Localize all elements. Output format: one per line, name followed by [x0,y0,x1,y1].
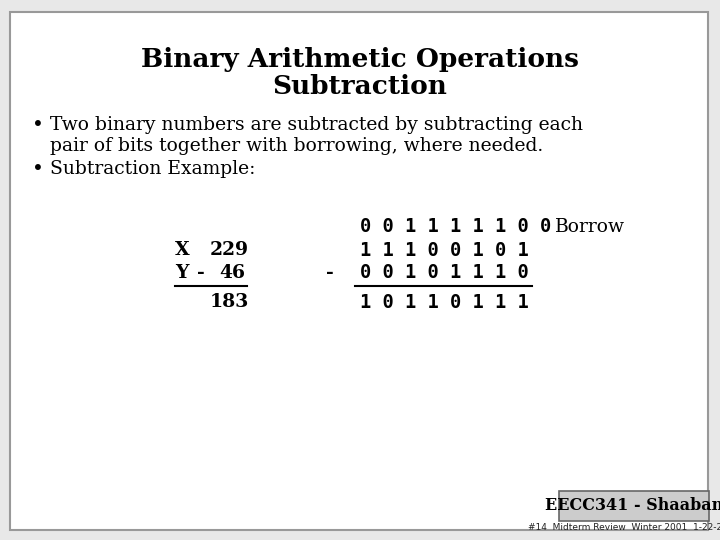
Text: •: • [32,159,44,179]
Text: Y: Y [175,264,189,282]
Text: 183: 183 [210,293,249,311]
FancyBboxPatch shape [559,491,709,521]
Text: #14  Midterm Review  Winter 2001  1-22-2002: #14 Midterm Review Winter 2001 1-22-2002 [528,523,720,532]
Text: Two binary numbers are subtracted by subtracting each: Two binary numbers are subtracted by sub… [50,116,583,134]
Text: Borrow: Borrow [555,218,625,236]
Text: 229: 229 [210,241,249,259]
Text: •: • [32,116,44,134]
FancyBboxPatch shape [10,12,708,530]
Text: 0 0 1 0 1 1 1 0: 0 0 1 0 1 1 1 0 [360,264,528,282]
Text: 1 0 1 1 0 1 1 1: 1 0 1 1 0 1 1 1 [360,293,528,312]
Text: -: - [197,264,204,282]
Text: X: X [175,241,190,259]
Text: Subtraction: Subtraction [273,75,447,99]
Text: EECC341 - Shaaban: EECC341 - Shaaban [545,497,720,515]
Text: pair of bits together with borrowing, where needed.: pair of bits together with borrowing, wh… [50,137,544,155]
Text: Binary Arithmetic Operations: Binary Arithmetic Operations [141,48,579,72]
Text: 46: 46 [219,264,245,282]
Text: 1 1 1 0 0 1 0 1: 1 1 1 0 0 1 0 1 [360,240,528,260]
Text: Subtraction Example:: Subtraction Example: [50,160,256,178]
Text: -: - [326,264,334,282]
Text: 0 0 1 1 1 1 1 0 0: 0 0 1 1 1 1 1 0 0 [360,218,552,237]
